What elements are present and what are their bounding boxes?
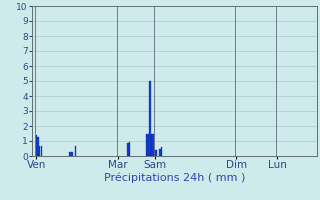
- Bar: [75, 146, 76, 156]
- X-axis label: Précipitations 24h ( mm ): Précipitations 24h ( mm ): [104, 173, 245, 183]
- Bar: [161, 147, 163, 156]
- Bar: [39, 146, 40, 156]
- Bar: [127, 142, 129, 156]
- Bar: [154, 150, 156, 156]
- Bar: [146, 134, 147, 156]
- Bar: [159, 148, 161, 156]
- Bar: [148, 134, 149, 156]
- Bar: [156, 150, 157, 156]
- Bar: [41, 146, 42, 156]
- Bar: [71, 152, 73, 156]
- Bar: [151, 134, 152, 156]
- Bar: [36, 135, 37, 156]
- Bar: [69, 152, 71, 156]
- Bar: [149, 81, 150, 156]
- Bar: [129, 142, 130, 156]
- Bar: [37, 137, 39, 156]
- Bar: [153, 134, 154, 156]
